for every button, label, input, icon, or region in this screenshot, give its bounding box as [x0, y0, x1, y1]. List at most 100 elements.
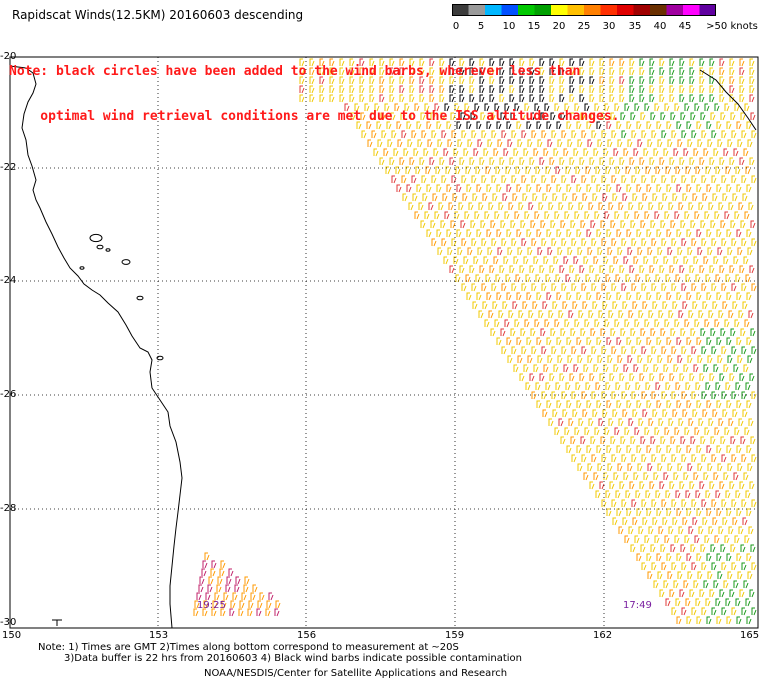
wind-barb: [677, 247, 683, 256]
wind-barb: [677, 139, 683, 148]
wind-barb: [632, 301, 638, 310]
wind-barb: [667, 571, 673, 580]
wind-barb: [523, 364, 529, 373]
wind-barb: [741, 346, 747, 355]
wind-barb: [524, 211, 530, 220]
wind-barb: [570, 220, 576, 229]
wind-barb: [566, 337, 572, 346]
wind-barb: [485, 274, 491, 283]
wind-barb: [669, 481, 675, 490]
wind-barb: [369, 85, 375, 94]
legend-swatch: [534, 4, 552, 16]
wind-barb: [387, 139, 393, 148]
wind-barb: [729, 67, 735, 76]
wind-barb: [666, 184, 672, 193]
wind-barb: [580, 220, 586, 229]
wind-barb: [491, 238, 497, 247]
wind-barb: [359, 76, 365, 85]
wind-barb: [751, 391, 757, 400]
wind-barb: [471, 175, 477, 184]
wind-barb: [216, 584, 222, 593]
wind-barb: [526, 292, 532, 301]
wind-barb: [469, 85, 475, 94]
wind-barb: [576, 445, 582, 454]
wind-barb: [693, 580, 699, 589]
wind-barb: [661, 391, 667, 400]
plot-marker: [52, 619, 62, 626]
wind-barb: [727, 463, 733, 472]
wind-barb: [675, 382, 681, 391]
wind-barb: [490, 220, 496, 229]
wind-barb: [521, 175, 527, 184]
wind-barb: [676, 121, 682, 130]
wind-barb: [666, 292, 672, 301]
wind-barb: [713, 472, 719, 481]
wind-barb: [724, 319, 730, 328]
wind-barb: [517, 355, 523, 364]
wind-barb: [707, 355, 713, 364]
wind-barb: [604, 319, 610, 328]
wind-barb: [751, 238, 757, 247]
wind-barb: [701, 238, 707, 247]
wind-barb: [726, 445, 732, 454]
wind-barb: [619, 157, 625, 166]
wind-barb: [710, 544, 716, 553]
wind-barb: [712, 193, 718, 202]
wind-barb: [571, 238, 577, 247]
wind-barb: [665, 166, 671, 175]
wind-barb: [509, 67, 515, 76]
wind-barb: [674, 319, 680, 328]
wind-barb: [489, 85, 495, 94]
wind-barb-layer: [193, 58, 757, 625]
wind-barb: [488, 310, 494, 319]
wind-barb: [526, 229, 532, 238]
wind-barb: [596, 337, 602, 346]
legend-tick: 35: [628, 21, 642, 32]
wind-barb: [719, 373, 725, 382]
wind-barb: [599, 157, 605, 166]
wind-barb: [590, 328, 596, 337]
wind-barb: [734, 211, 740, 220]
wind-barb: [409, 157, 415, 166]
wind-barb: [703, 256, 709, 265]
wind-barb: [574, 319, 580, 328]
wind-barb: [690, 112, 696, 121]
wind-barb: [436, 121, 442, 130]
overpass-time-label: 19:25: [197, 600, 226, 611]
wind-barb: [677, 571, 683, 580]
wind-barb: [691, 499, 697, 508]
wind-barb: [493, 256, 499, 265]
wind-barb: [549, 373, 555, 382]
wind-barb: [547, 247, 553, 256]
wind-barb: [458, 202, 464, 211]
wind-barb: [588, 310, 594, 319]
wind-barb: [703, 472, 709, 481]
wind-barb: [721, 562, 727, 571]
wind-barb: [671, 499, 677, 508]
wind-barb: [539, 265, 545, 274]
wind-barb: [607, 247, 613, 256]
wind-barb: [749, 157, 755, 166]
wind-barb: [369, 76, 375, 85]
wind-barb: [529, 373, 535, 382]
wind-barb: [726, 184, 732, 193]
wind-barb: [571, 454, 577, 463]
legend-swatch: [584, 4, 602, 16]
wind-barb: [664, 427, 670, 436]
wind-barb: [546, 337, 552, 346]
wind-barb: [519, 94, 525, 103]
wind-barb: [717, 139, 723, 148]
wind-barb: [450, 112, 456, 121]
wind-barb: [469, 58, 475, 67]
wind-barb: [644, 103, 650, 112]
wind-barb: [749, 481, 755, 490]
wind-barb: [459, 85, 465, 94]
wind-barb: [696, 445, 702, 454]
wind-barb: [594, 319, 600, 328]
wind-barb: [538, 202, 544, 211]
wind-barb: [691, 607, 697, 616]
wind-barb: [632, 409, 638, 418]
wind-barb: [481, 238, 487, 247]
wind-barb: [630, 220, 636, 229]
wind-barb: [688, 418, 694, 427]
